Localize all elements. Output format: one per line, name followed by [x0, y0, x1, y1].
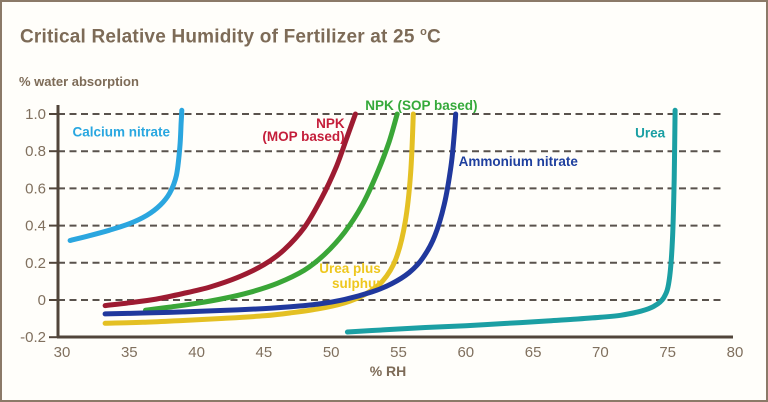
- curve-urea: [344, 107, 678, 335]
- title-text: Critical Relative Humidity of Fertilizer…: [20, 26, 415, 48]
- x-tick-label: 30: [54, 344, 71, 361]
- x-tick-label: 65: [525, 344, 542, 361]
- curve-label-npk-mop-based: (MOP based): [262, 129, 344, 144]
- curve-calcium-nitrate: [67, 107, 185, 243]
- y-tick-label: 0: [38, 292, 46, 309]
- curve-label-npk-sop-based: NPK (SOP based): [365, 98, 477, 113]
- x-tick-label: 35: [121, 344, 138, 361]
- x-tick-label: 70: [592, 344, 609, 361]
- x-tick-label: 45: [256, 344, 273, 361]
- x-tick-label: 80: [727, 344, 744, 361]
- curve-label-urea-plus-sulphur: Urea plus: [319, 261, 381, 276]
- curve-urea-plus-sulphur: [102, 111, 416, 326]
- y-tick-label: 0.2: [25, 255, 46, 272]
- curve-ammonium-nitrate: [102, 111, 459, 317]
- x-tick-label: 75: [659, 344, 676, 361]
- curve-label-npk-mop-based: NPK: [316, 116, 345, 131]
- curve-npk-sop-based: [143, 111, 400, 313]
- curve-label-ammonium-nitrate: Ammonium nitrate: [459, 154, 579, 169]
- degree-symbol: o: [420, 26, 427, 38]
- curve-label-urea: Urea: [635, 126, 666, 141]
- y-tick-label: -0.2: [20, 329, 46, 346]
- curve-npk-mop-based: [102, 111, 358, 309]
- y-tick-label: 0.6: [25, 180, 46, 197]
- page-title: Critical Relative Humidity of Fertilizer…: [20, 26, 441, 48]
- x-tick-label: 60: [457, 344, 474, 361]
- y-tick-label: 0.8: [25, 143, 46, 160]
- x-axis-label: % RH: [369, 363, 407, 379]
- title-unit: C: [427, 26, 441, 48]
- curve-label-calcium-nitrate: Calcium nitrate: [72, 124, 170, 139]
- y-tick-label: 1.0: [25, 106, 46, 123]
- y-axis-label: % water absorption: [19, 74, 139, 89]
- curve-label-urea-plus-sulphur: sulphur: [332, 276, 382, 291]
- x-tick-label: 55: [390, 344, 407, 361]
- x-tick-label: 50: [323, 344, 340, 361]
- y-tick-label: 0.4: [25, 218, 46, 235]
- x-tick-label: 40: [188, 344, 205, 361]
